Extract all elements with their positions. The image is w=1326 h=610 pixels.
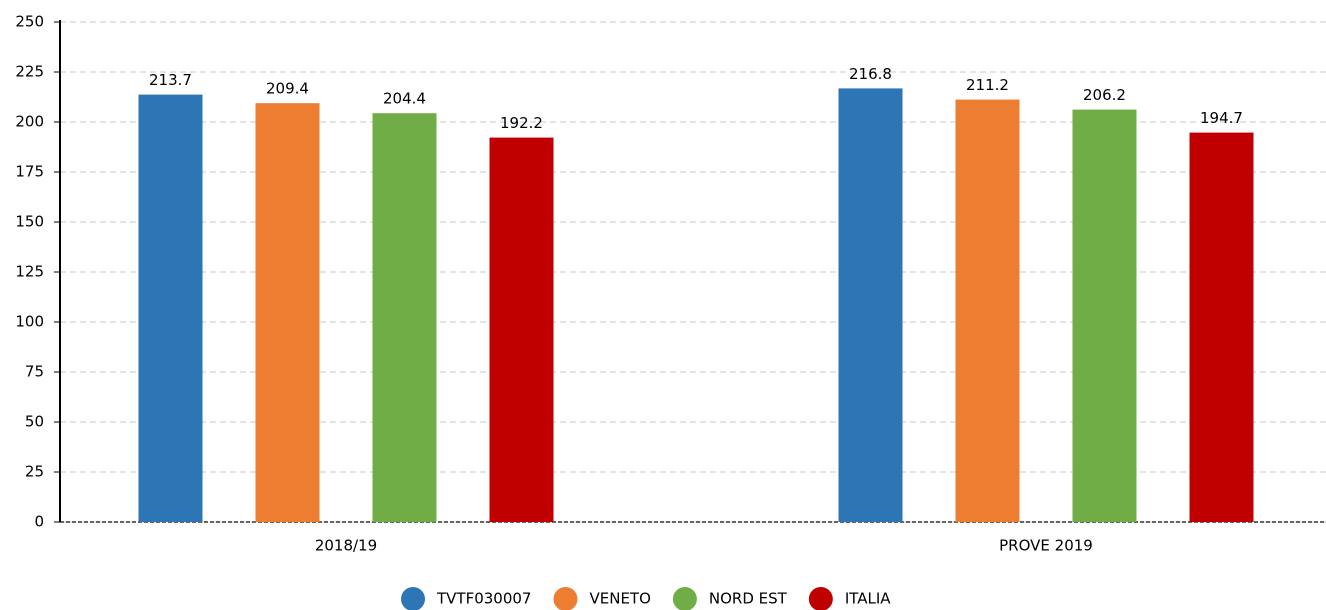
- y-tick-label: 0: [34, 513, 44, 531]
- legend-marker: [672, 587, 697, 610]
- bar: [1189, 132, 1254, 522]
- y-tick-label: 225: [15, 63, 44, 81]
- bar: [955, 99, 1020, 522]
- value-label: 206.2: [1083, 86, 1126, 104]
- value-label: 216.8: [849, 65, 892, 83]
- legend-marker: [808, 587, 833, 610]
- y-tick-label: 150: [15, 213, 44, 231]
- y-tick-label: 25: [25, 463, 44, 481]
- bar: [138, 94, 203, 522]
- value-label: 192.2: [500, 114, 543, 132]
- x-tick-label: PROVE 2019: [999, 537, 1093, 555]
- x-tick-label: 2018/19: [315, 537, 377, 555]
- y-tick-label: 175: [15, 163, 44, 181]
- bar: [255, 103, 320, 522]
- y-tick-label: 200: [15, 113, 44, 131]
- legend-label: VENETO: [589, 590, 650, 608]
- bar: [838, 88, 903, 523]
- legend-label: TVTF030007: [436, 590, 531, 608]
- legend-label: ITALIA: [845, 590, 891, 608]
- legend-marker: [401, 587, 425, 610]
- y-tick-label: 125: [15, 263, 44, 281]
- legend-label: NORD EST: [709, 590, 788, 608]
- bar: [372, 113, 437, 522]
- y-tick-label: 50: [25, 413, 44, 431]
- y-tick-label: 75: [25, 363, 44, 381]
- value-label: 194.7: [1200, 109, 1243, 127]
- value-label: 213.7: [149, 71, 192, 89]
- y-tick-label: 100: [15, 313, 44, 331]
- legend-marker: [553, 587, 578, 610]
- bar: [489, 137, 554, 522]
- value-label: 211.2: [966, 76, 1009, 94]
- value-label: 209.4: [266, 80, 309, 98]
- value-label: 204.4: [383, 90, 426, 108]
- bar: [1072, 109, 1137, 522]
- y-tick-label: 250: [15, 13, 44, 31]
